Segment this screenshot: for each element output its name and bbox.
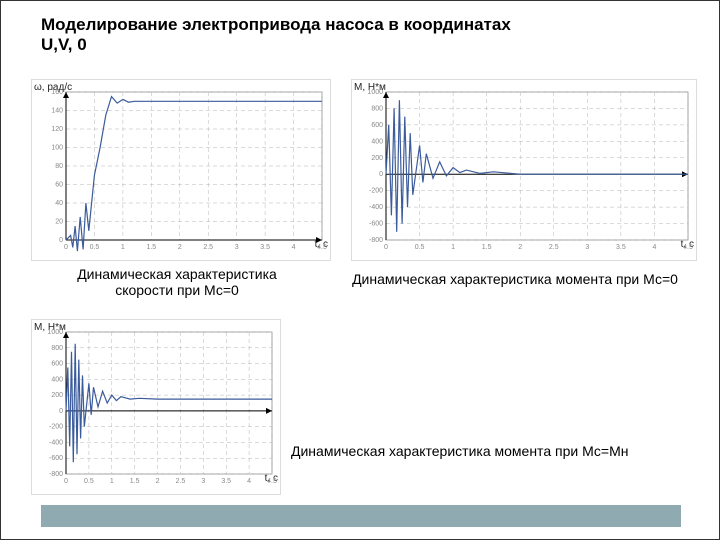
svg-text:-600: -600: [369, 221, 383, 228]
svg-text:2.5: 2.5: [549, 244, 559, 251]
svg-text:4.5: 4.5: [317, 244, 327, 251]
svg-text:200: 200: [371, 155, 383, 162]
svg-text:-800: -800: [369, 237, 383, 244]
svg-text:0: 0: [59, 408, 63, 415]
svg-text:20: 20: [55, 219, 63, 226]
chart-moment-mcmn: М, Н*м t, c -800-600-400-200020040060080…: [31, 319, 281, 495]
svg-text:2: 2: [156, 478, 160, 485]
svg-text:1: 1: [451, 244, 455, 251]
chart-moment-mc0: М, Н*м t, c -800-600-400-200020040060080…: [351, 79, 697, 261]
svg-text:-200: -200: [369, 188, 383, 195]
svg-text:0.5: 0.5: [90, 244, 100, 251]
chart3-caption: Динамическая характеристика момента при …: [291, 443, 651, 459]
chart1-caption: Динамическая характеристика скорости при…: [57, 266, 297, 298]
svg-text:2.5: 2.5: [203, 244, 213, 251]
svg-text:0: 0: [379, 171, 383, 178]
svg-text:0.5: 0.5: [415, 244, 425, 251]
svg-text:1000: 1000: [47, 329, 63, 336]
svg-text:-600: -600: [49, 455, 63, 462]
svg-text:3: 3: [201, 478, 205, 485]
svg-text:3: 3: [585, 244, 589, 251]
svg-text:0: 0: [384, 244, 388, 251]
svg-text:800: 800: [371, 105, 383, 112]
slide-title: Моделирование электропривода насоса в ко…: [41, 15, 541, 56]
svg-text:1.5: 1.5: [482, 244, 492, 251]
svg-text:0: 0: [64, 244, 68, 251]
svg-text:0: 0: [59, 237, 63, 244]
svg-text:120: 120: [51, 126, 63, 133]
svg-text:1: 1: [110, 478, 114, 485]
svg-text:0: 0: [64, 478, 68, 485]
svg-text:60: 60: [55, 182, 63, 189]
svg-text:1.5: 1.5: [130, 478, 140, 485]
svg-text:160: 160: [51, 89, 63, 96]
svg-text:400: 400: [51, 376, 63, 383]
svg-text:400: 400: [371, 138, 383, 145]
svg-text:-800: -800: [49, 471, 63, 478]
svg-text:1000: 1000: [367, 89, 383, 96]
chart2-caption: Динамическая характеристика момента при …: [345, 271, 685, 287]
svg-text:-200: -200: [49, 424, 63, 431]
footer-decorative-band: [41, 505, 681, 527]
svg-text:600: 600: [51, 361, 63, 368]
svg-text:4.5: 4.5: [683, 244, 693, 251]
svg-text:3.5: 3.5: [616, 244, 626, 251]
svg-text:3.5: 3.5: [221, 478, 231, 485]
svg-text:3.5: 3.5: [260, 244, 270, 251]
svg-text:40: 40: [55, 200, 63, 207]
svg-text:0.5: 0.5: [84, 478, 94, 485]
svg-text:3: 3: [235, 244, 239, 251]
svg-text:2: 2: [518, 244, 522, 251]
svg-text:-400: -400: [49, 439, 63, 446]
svg-text:800: 800: [51, 345, 63, 352]
svg-text:4: 4: [247, 478, 251, 485]
svg-text:100: 100: [51, 145, 63, 152]
svg-text:4: 4: [652, 244, 656, 251]
chart-speed: ω, рад/с t, c 02040608010012014016000.51…: [31, 79, 331, 261]
svg-text:80: 80: [55, 163, 63, 170]
svg-text:-400: -400: [369, 204, 383, 211]
svg-text:140: 140: [51, 108, 63, 115]
svg-text:2: 2: [178, 244, 182, 251]
svg-text:2.5: 2.5: [176, 478, 186, 485]
svg-text:200: 200: [51, 392, 63, 399]
svg-text:4.5: 4.5: [267, 478, 277, 485]
svg-text:600: 600: [371, 122, 383, 129]
svg-text:1: 1: [121, 244, 125, 251]
svg-text:1.5: 1.5: [146, 244, 156, 251]
svg-text:4: 4: [292, 244, 296, 251]
